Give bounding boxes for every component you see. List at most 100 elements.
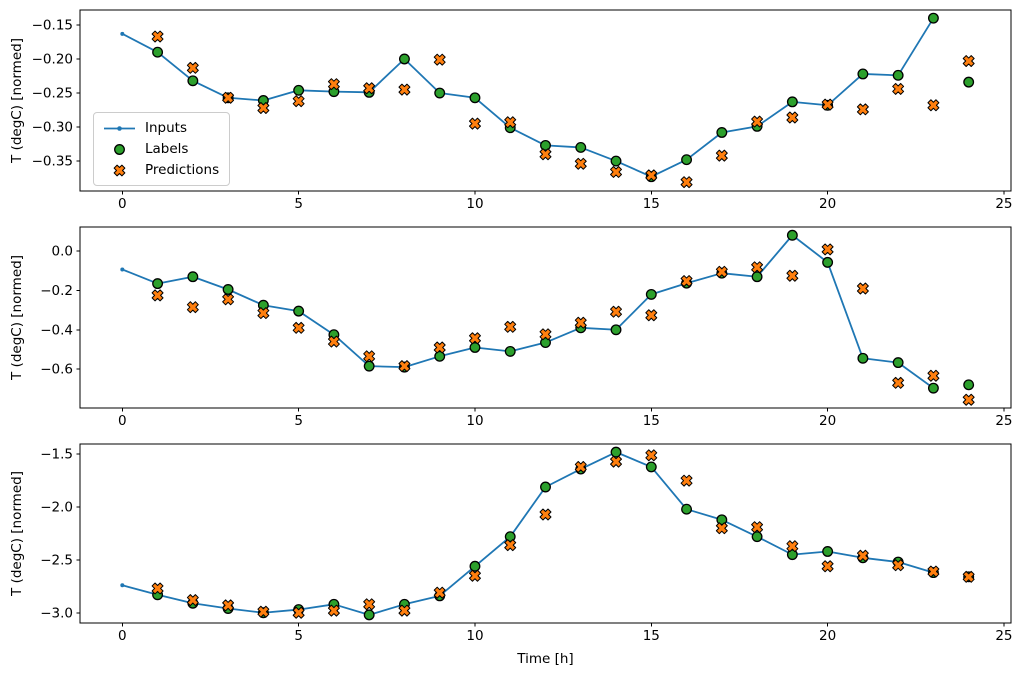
predictions-marker [468, 332, 481, 345]
y-tick-label: −2.0 [40, 500, 73, 516]
predictions-marker [715, 265, 728, 278]
predictions-marker [222, 599, 235, 612]
predictions-marker [186, 594, 199, 607]
labels-marker [187, 75, 199, 87]
subplot-1: 0 5 10 15 20 25 −0.15 −0.20 −0.25 −0.30 −0.35 T (de… [9, 9, 1013, 212]
y-axis-label: T (degC) [normed] [9, 38, 25, 164]
predictions-marker-icon-svg [113, 164, 126, 176]
predictions-marker [433, 53, 446, 66]
x-tick-label: 0 [118, 413, 127, 429]
labels-marker [716, 127, 728, 138]
x-tick-label: 10 [466, 196, 483, 212]
x-tick-label: 25 [995, 628, 1012, 644]
x-tick-label: 5 [294, 413, 303, 429]
labels-marker [187, 271, 199, 283]
x-tick-label: 15 [643, 628, 660, 644]
predictions-marker [821, 98, 834, 111]
predictions-marker [645, 309, 658, 322]
predictions-marker [821, 560, 834, 573]
inputs-line-icon-svg [104, 125, 135, 131]
x-tick-label: 20 [819, 413, 836, 429]
labels-marker [575, 142, 587, 153]
axes-frame [79, 443, 1012, 624]
predictions-marker [856, 282, 869, 295]
legend-label-predictions: Predictions [145, 162, 220, 178]
y-axis-label: T (degC) [normed] [9, 471, 25, 597]
predictions-marker [433, 586, 446, 599]
x-tick-label: 20 [819, 628, 836, 644]
labels-marker [222, 284, 234, 295]
predictions-marker [645, 169, 658, 182]
predictions-marker [680, 176, 693, 189]
predictions-marker [751, 115, 764, 128]
labels-marker [822, 546, 834, 557]
subplot-3: 0 5 10 15 20 25 −1.5 −2.0 −2.5 −3.0 T (degC) [norm… [9, 443, 1013, 667]
labels-marker [645, 461, 657, 473]
predictions-marker [786, 269, 799, 282]
predictions-marker [504, 320, 517, 333]
legend-item-labels: Labels [103, 141, 219, 157]
predictions-marker [292, 321, 305, 334]
predictions-marker [257, 605, 270, 618]
predictions-marker [327, 78, 340, 91]
predictions-marker [645, 449, 658, 462]
predictions-marker [610, 455, 623, 468]
labels-marker [786, 96, 798, 108]
labels-marker [152, 278, 164, 290]
predictions-marker [962, 55, 975, 68]
labels-marker [293, 305, 305, 317]
y-tick-label: −0.2 [40, 283, 73, 299]
predictions-marker [927, 369, 940, 382]
labels-marker [469, 92, 481, 104]
predictions-marker [222, 293, 235, 306]
labels-marker [293, 84, 305, 96]
legend-label-labels: Labels [145, 141, 189, 157]
labels-marker [857, 68, 869, 80]
predictions-marker [715, 522, 728, 535]
predictions-marker [327, 604, 340, 617]
y-tick-label: −0.6 [40, 362, 73, 378]
predictions-marker [292, 95, 305, 108]
predictions-marker [363, 598, 376, 611]
predictions-marker [786, 111, 799, 124]
x-tick-label: 0 [118, 196, 127, 212]
input-point-marker [120, 31, 125, 36]
predictions-marker [504, 116, 517, 129]
y-tick-label: −0.30 [32, 120, 73, 136]
predictions-marker [398, 83, 411, 96]
labels-marker [469, 560, 481, 572]
y-tick-label: −0.4 [40, 322, 73, 338]
legend-item-inputs: Inputs [103, 120, 219, 136]
x-tick-label: 25 [995, 196, 1012, 212]
predictions-marker [151, 30, 164, 43]
labels-marker [434, 87, 446, 99]
y-tick-label: −0.20 [32, 51, 73, 67]
x-tick-label: 25 [995, 413, 1012, 429]
labels-marker [152, 46, 164, 58]
legend-label-inputs: Inputs [145, 120, 187, 136]
labels-marker [540, 139, 551, 151]
predictions-marker [222, 91, 235, 104]
y-tick-label: −1.5 [40, 447, 73, 463]
axes-frame [79, 226, 1012, 409]
y-tick-label: −0.35 [32, 154, 73, 170]
input-point-marker [120, 583, 125, 588]
labels-marker [751, 271, 763, 283]
y-tick-label: 0.0 [52, 244, 73, 260]
predictions-marker [574, 157, 587, 170]
labels-marker [504, 345, 516, 357]
predictions-marker [398, 604, 411, 617]
axes-frame [79, 9, 1012, 192]
legend-item-predictions: Predictions [103, 162, 219, 178]
predictions-marker [962, 570, 975, 583]
labels-marker [645, 288, 657, 300]
labels-marker [363, 360, 375, 372]
predictions-marker [398, 360, 411, 373]
labels-marker [927, 382, 939, 394]
predictions-marker [715, 149, 728, 162]
predictions-marker [186, 61, 199, 74]
predictions-marker [363, 82, 376, 95]
predictions-marker [363, 350, 376, 363]
predictions-marker [856, 549, 869, 562]
labels-marker [786, 229, 798, 241]
